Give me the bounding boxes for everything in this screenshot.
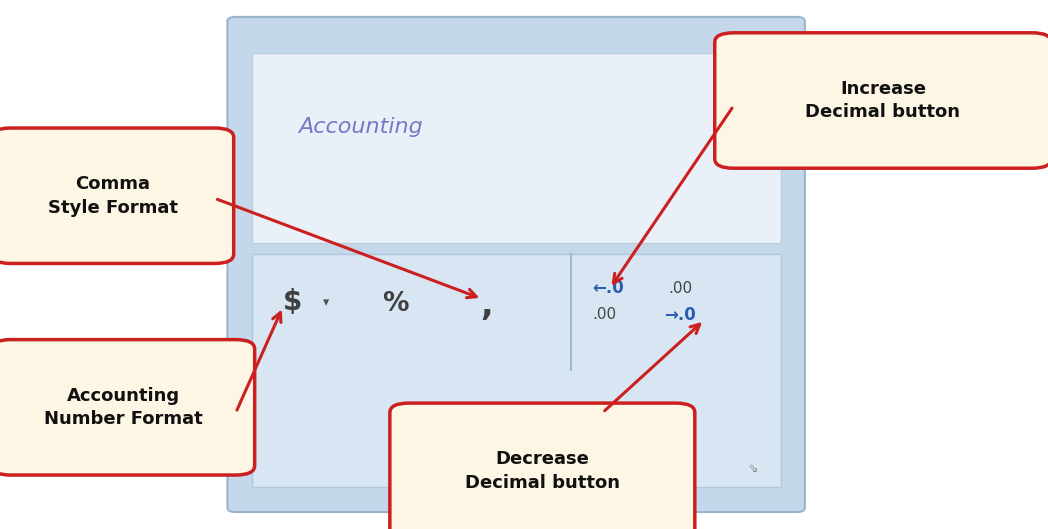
Text: ,: , xyxy=(480,289,493,322)
Text: %: % xyxy=(383,291,409,317)
FancyBboxPatch shape xyxy=(0,128,234,263)
Text: Number: Number xyxy=(399,443,471,461)
Text: ▼: ▼ xyxy=(728,125,737,134)
Text: Comma
Style Format: Comma Style Format xyxy=(47,175,178,216)
Text: ⇘: ⇘ xyxy=(748,462,759,475)
Text: Accounting: Accounting xyxy=(299,117,423,137)
Text: ←.0: ←.0 xyxy=(592,279,624,297)
Text: Decrease
Decimal button: Decrease Decimal button xyxy=(465,450,619,491)
Text: .00: .00 xyxy=(669,281,693,296)
Text: →.0: →.0 xyxy=(664,306,696,324)
FancyBboxPatch shape xyxy=(227,17,805,512)
FancyBboxPatch shape xyxy=(715,33,1048,168)
Text: .00: .00 xyxy=(592,307,616,322)
Text: ▾: ▾ xyxy=(323,296,329,309)
Text: Increase
Decimal button: Increase Decimal button xyxy=(806,80,960,121)
FancyBboxPatch shape xyxy=(390,403,695,529)
Text: $: $ xyxy=(283,288,302,315)
FancyBboxPatch shape xyxy=(0,340,255,475)
Text: Accounting
Number Format: Accounting Number Format xyxy=(44,387,202,428)
FancyBboxPatch shape xyxy=(252,254,781,487)
FancyBboxPatch shape xyxy=(252,53,781,243)
